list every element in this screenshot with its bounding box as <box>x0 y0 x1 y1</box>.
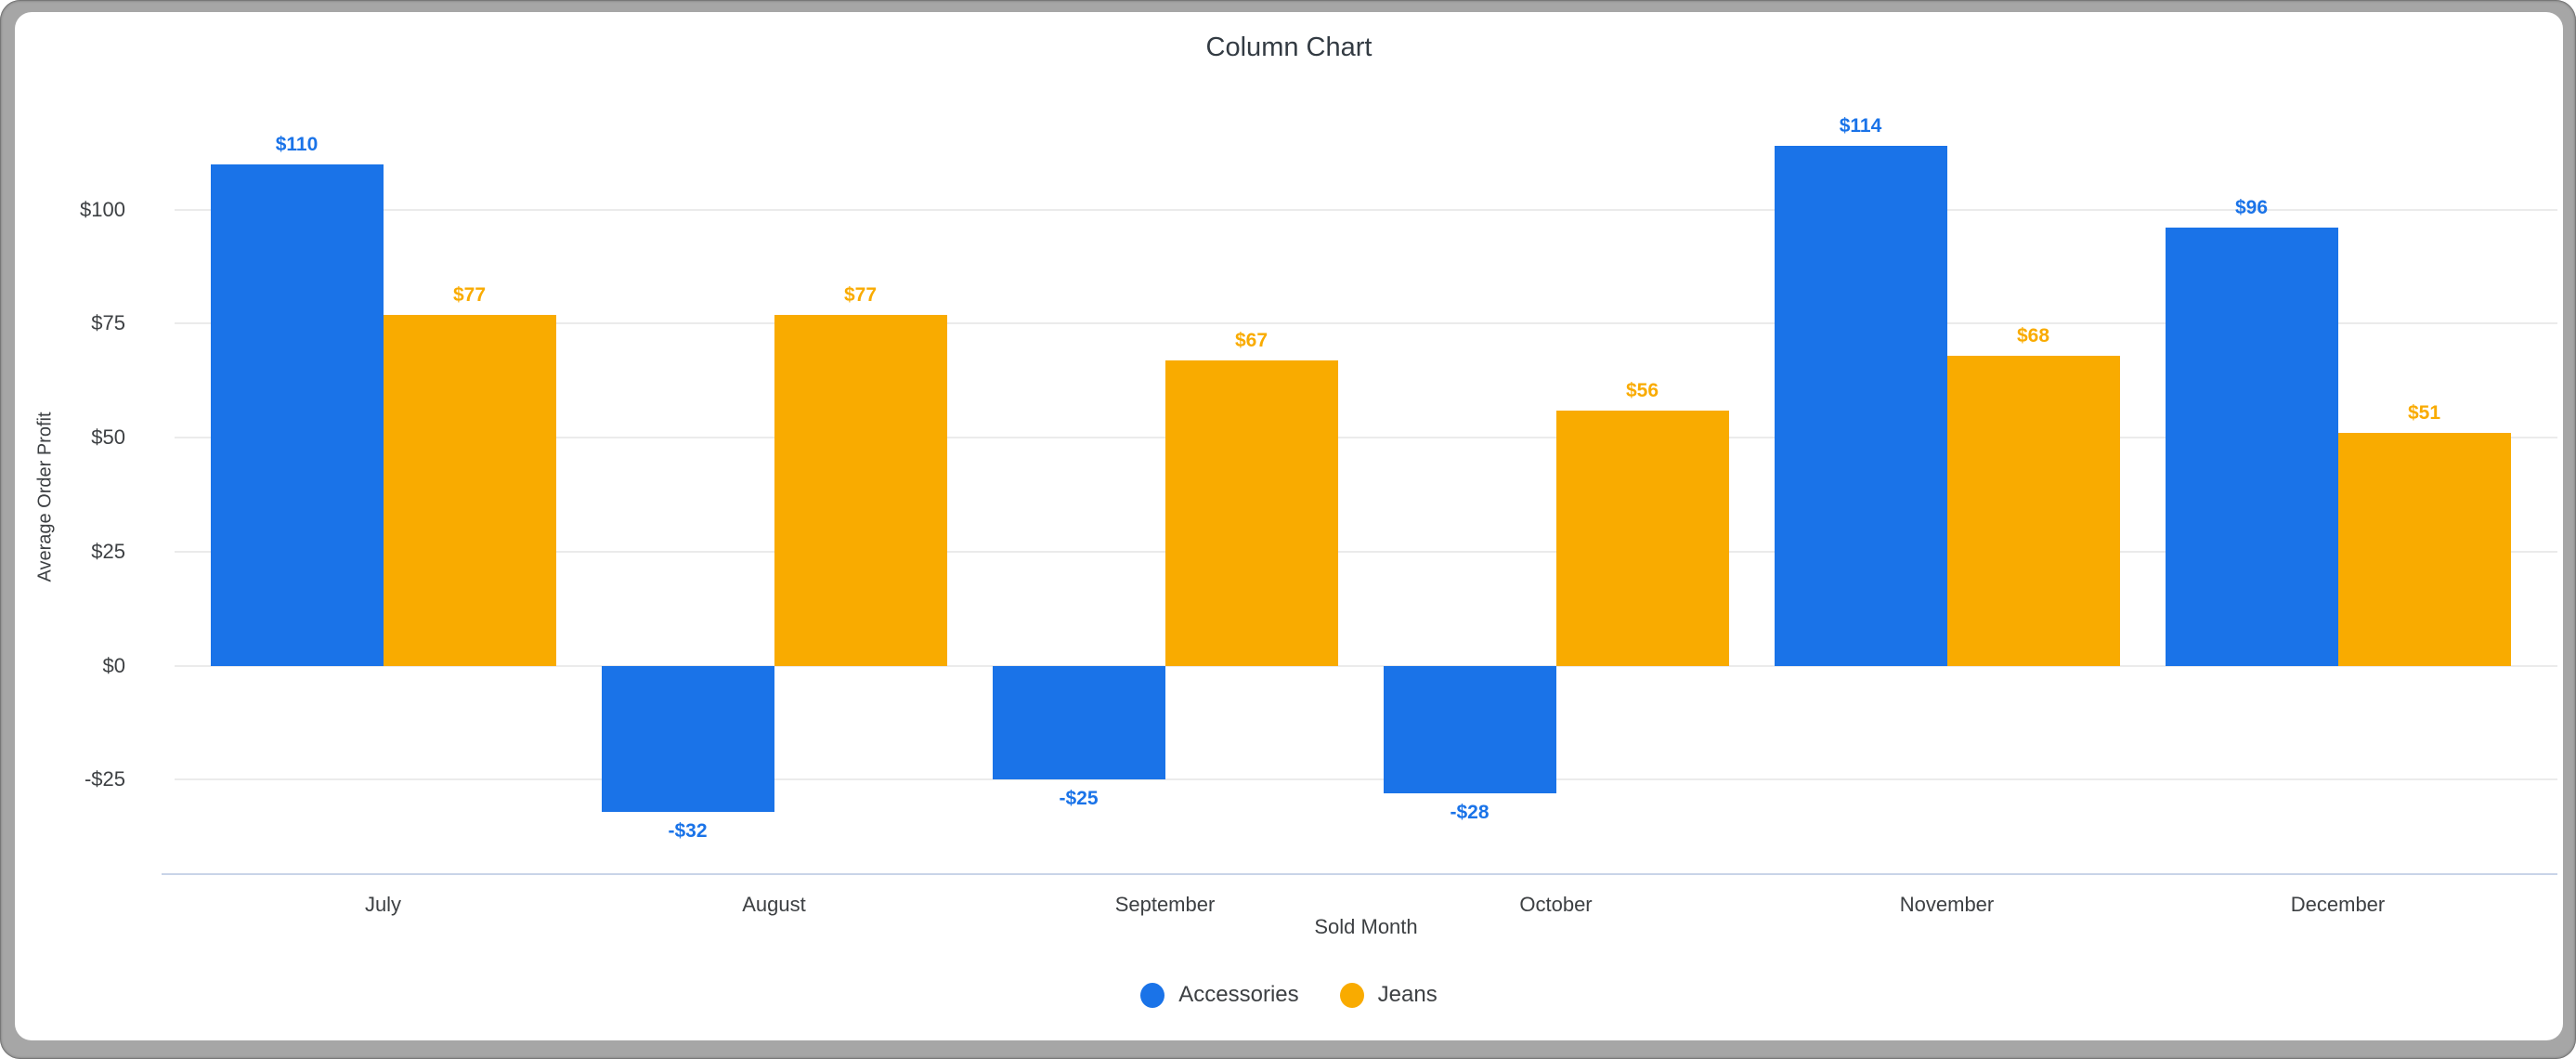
data-label-accessories-november: $114 <box>1839 115 1882 137</box>
y-tick-label-0: $0 <box>102 653 125 677</box>
x-category-label-august: August <box>742 893 806 916</box>
x-category-label-november: November <box>1899 893 1995 916</box>
data-label-jeans-october: $56 <box>1625 379 1659 401</box>
chart-card: Column Chart Average Order Profit $100 $7… <box>15 12 2563 1040</box>
data-label-accessories-october: -$28 <box>1450 802 1490 824</box>
bar-jeans-november[interactable] <box>1946 355 2120 666</box>
y-tick-label-75: $75 <box>91 311 125 335</box>
data-label-jeans-december: $51 <box>2407 402 2441 425</box>
x-axis-line <box>162 873 2557 875</box>
legend-item-accessories[interactable]: Accessories <box>1140 982 1299 1008</box>
bar-accessories-november[interactable] <box>1774 146 1947 666</box>
bar-accessories-october[interactable] <box>1383 665 1556 794</box>
bar-jeans-october[interactable] <box>1555 410 1729 666</box>
gridline-0 <box>175 664 2557 667</box>
x-category-label-december: December <box>2290 893 2386 916</box>
x-axis-title: Sold Month <box>1314 915 1418 938</box>
data-label-accessories-september: -$25 <box>1059 788 1099 810</box>
x-category-label-october: October <box>1519 893 1593 916</box>
bar-jeans-december[interactable] <box>2337 433 2511 666</box>
legend-item-jeans[interactable]: Jeans <box>1339 982 1438 1008</box>
data-label-jeans-july: $77 <box>452 283 487 306</box>
gridline-75 <box>175 322 2557 325</box>
bars-layer: $110 $77 -$32 $77 -$25 $67 -$28 $56 $114 $68 $96 $5… <box>188 115 2533 873</box>
bar-accessories-july[interactable] <box>210 163 384 666</box>
bar-accessories-december[interactable] <box>2165 228 2338 666</box>
y-tick-label-100: $100 <box>80 197 125 221</box>
data-label-jeans-august: $77 <box>843 283 878 306</box>
gridline--25 <box>175 778 2557 781</box>
legend-label-jeans: Jeans <box>1377 982 1438 1007</box>
x-category-label-july: July <box>364 893 402 916</box>
data-label-accessories-july: $110 <box>275 133 319 155</box>
y-tick-label-25: $25 <box>91 539 125 563</box>
bar-accessories-august[interactable] <box>601 665 774 812</box>
bar-accessories-september[interactable] <box>992 665 1165 780</box>
bar-jeans-september[interactable] <box>1164 360 1338 666</box>
data-label-accessories-august: -$32 <box>668 819 708 842</box>
y-tick-labels: $100 $75 $50 $25 $0 -$25 <box>15 121 125 873</box>
gridline-100 <box>175 208 2557 211</box>
data-label-jeans-september: $67 <box>1234 329 1268 351</box>
gridline-25 <box>175 550 2557 553</box>
jeans-swatch-icon <box>1339 982 1364 1008</box>
data-label-jeans-november: $68 <box>2016 324 2050 346</box>
y-tick-label--25: -$25 <box>84 767 125 791</box>
x-category-labels: July August September October November Decemb… <box>188 893 2533 919</box>
accessories-swatch-icon <box>1140 982 1165 1008</box>
y-tick-label-50: $50 <box>91 425 125 450</box>
bar-jeans-july[interactable] <box>383 314 556 666</box>
chart-title: Column Chart <box>1205 33 1373 62</box>
legend: Accessories Jeans <box>15 982 2563 1008</box>
legend-label-accessories: Accessories <box>1178 982 1299 1007</box>
plot-area: $110 $77 -$32 $77 -$25 $67 -$28 $56 $114 $68 $96 $5… <box>162 115 2557 875</box>
x-category-label-september: September <box>1114 893 1216 916</box>
bar-jeans-august[interactable] <box>774 314 947 666</box>
gridline-50 <box>175 437 2557 439</box>
data-label-accessories-december: $96 <box>2234 197 2269 219</box>
